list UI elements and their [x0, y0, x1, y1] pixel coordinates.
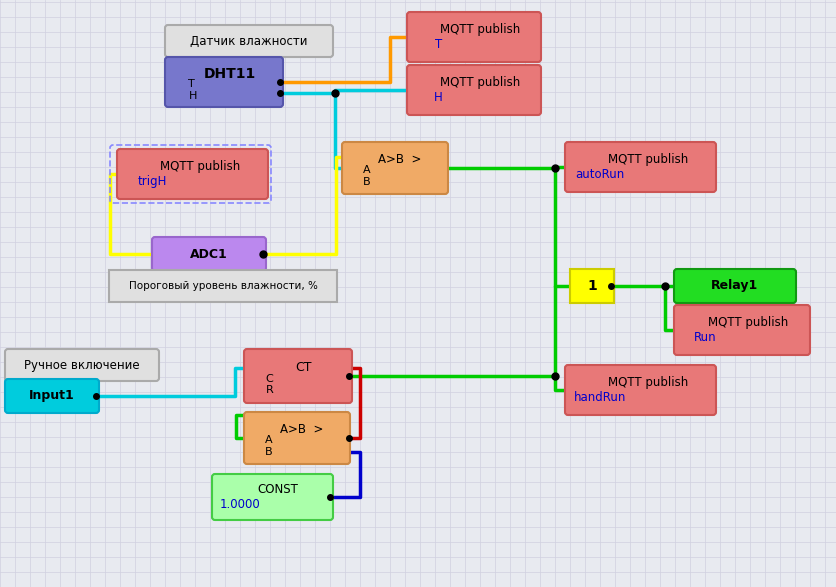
Text: MQTT publish: MQTT publish	[608, 376, 688, 389]
FancyBboxPatch shape	[5, 349, 159, 381]
FancyBboxPatch shape	[117, 149, 268, 199]
Text: MQTT publish: MQTT publish	[160, 160, 240, 173]
FancyBboxPatch shape	[165, 57, 283, 107]
FancyBboxPatch shape	[244, 349, 352, 403]
Text: CT: CT	[295, 361, 311, 374]
FancyBboxPatch shape	[244, 412, 350, 464]
Text: autoRun: autoRun	[575, 168, 624, 181]
FancyBboxPatch shape	[407, 65, 541, 115]
Text: Input1: Input1	[29, 390, 75, 403]
Text: MQTT publish: MQTT publish	[608, 153, 688, 166]
Text: Relay1: Relay1	[711, 279, 758, 292]
FancyBboxPatch shape	[407, 12, 541, 62]
FancyBboxPatch shape	[565, 142, 716, 192]
Text: H: H	[434, 92, 442, 104]
FancyBboxPatch shape	[152, 237, 266, 271]
Text: CONST: CONST	[257, 483, 298, 496]
Text: MQTT publish: MQTT publish	[708, 316, 788, 329]
Text: 1: 1	[587, 279, 597, 293]
Text: A>B  >: A>B >	[280, 423, 324, 436]
Text: A>B  >: A>B >	[379, 153, 421, 166]
Text: 1.0000: 1.0000	[220, 498, 261, 511]
Text: MQTT publish: MQTT publish	[441, 76, 521, 89]
Text: C
R: C R	[266, 374, 273, 396]
FancyBboxPatch shape	[5, 379, 99, 413]
Text: T: T	[435, 38, 441, 52]
FancyBboxPatch shape	[109, 270, 337, 302]
Text: trigH: trigH	[137, 176, 166, 188]
Text: A
B: A B	[265, 436, 273, 457]
Text: ADC1: ADC1	[190, 248, 228, 261]
FancyBboxPatch shape	[570, 269, 614, 303]
Text: A
B: A B	[363, 166, 371, 187]
Text: MQTT publish: MQTT publish	[441, 22, 521, 36]
Text: handRun: handRun	[573, 392, 626, 404]
FancyBboxPatch shape	[165, 25, 333, 57]
Text: T
H: T H	[188, 79, 196, 101]
Text: Ручное включение: Ручное включение	[24, 359, 140, 372]
FancyBboxPatch shape	[674, 305, 810, 355]
FancyBboxPatch shape	[342, 142, 448, 194]
Text: DHT11: DHT11	[203, 67, 256, 81]
FancyBboxPatch shape	[674, 269, 796, 303]
FancyBboxPatch shape	[212, 474, 333, 520]
Text: Run: Run	[694, 332, 717, 345]
Text: Пороговый уровень влажности, %: Пороговый уровень влажности, %	[129, 281, 318, 291]
FancyBboxPatch shape	[565, 365, 716, 415]
Text: Датчик влажности: Датчик влажности	[191, 35, 308, 48]
